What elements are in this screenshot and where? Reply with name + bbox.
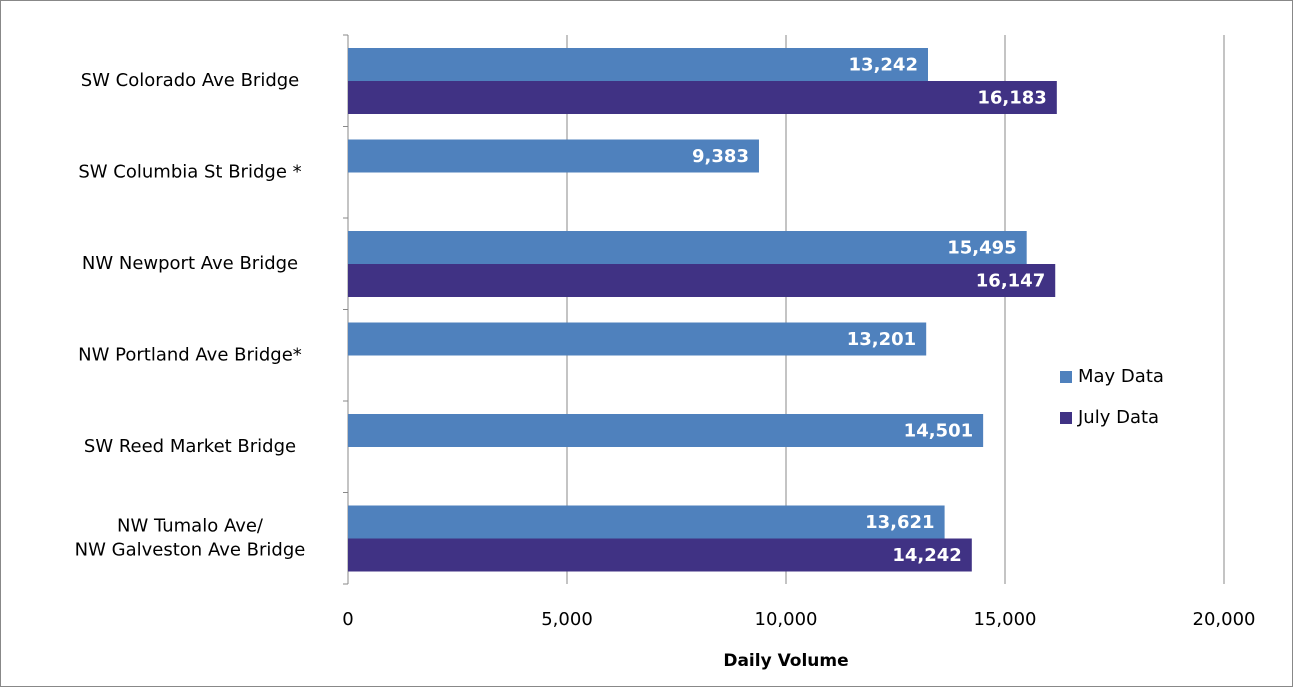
x-tick-label: 10,000	[755, 609, 818, 630]
bar	[348, 414, 984, 447]
legend-label: July Data	[1077, 407, 1159, 428]
value-label: 14,501	[904, 421, 973, 442]
bar	[348, 48, 928, 81]
bar	[348, 538, 972, 572]
y-tick-label: NW Portland Ave Bridge*	[78, 344, 302, 365]
value-label: 14,242	[892, 545, 961, 566]
legend-label: May Data	[1078, 366, 1164, 387]
y-tick-label: SW Colorado Ave Bridge	[81, 70, 300, 91]
value-label: 16,147	[976, 271, 1045, 292]
x-tick-label: 5,000	[541, 609, 593, 630]
x-tick-label: 15,000	[974, 609, 1037, 630]
bar	[348, 505, 945, 539]
value-label: 9,383	[692, 146, 749, 167]
y-tick-label: NW Newport Ave Bridge	[82, 253, 298, 274]
bar	[348, 139, 759, 173]
value-label: 15,495	[947, 238, 1016, 259]
x-axis-title: Daily Volume	[723, 651, 848, 671]
y-tick-label: SW Reed Market Bridge	[84, 436, 296, 457]
y-tick-label: SW Columbia St Bridge *	[78, 161, 301, 182]
value-label: 13,201	[847, 329, 916, 350]
value-label: 13,242	[849, 55, 918, 76]
value-label: 13,621	[865, 512, 934, 533]
bar	[348, 81, 1057, 114]
bar	[348, 264, 1056, 297]
bar	[348, 231, 1027, 264]
value-label: 16,183	[977, 88, 1046, 109]
y-tick-label: NW Tumalo Ave/NW Galveston Ave Bridge	[75, 515, 306, 560]
legend-swatch	[1060, 371, 1072, 383]
x-tick-label: 0	[342, 609, 353, 630]
x-tick-label: 20,000	[1193, 609, 1256, 630]
bar	[348, 322, 927, 356]
legend-swatch	[1060, 412, 1072, 424]
